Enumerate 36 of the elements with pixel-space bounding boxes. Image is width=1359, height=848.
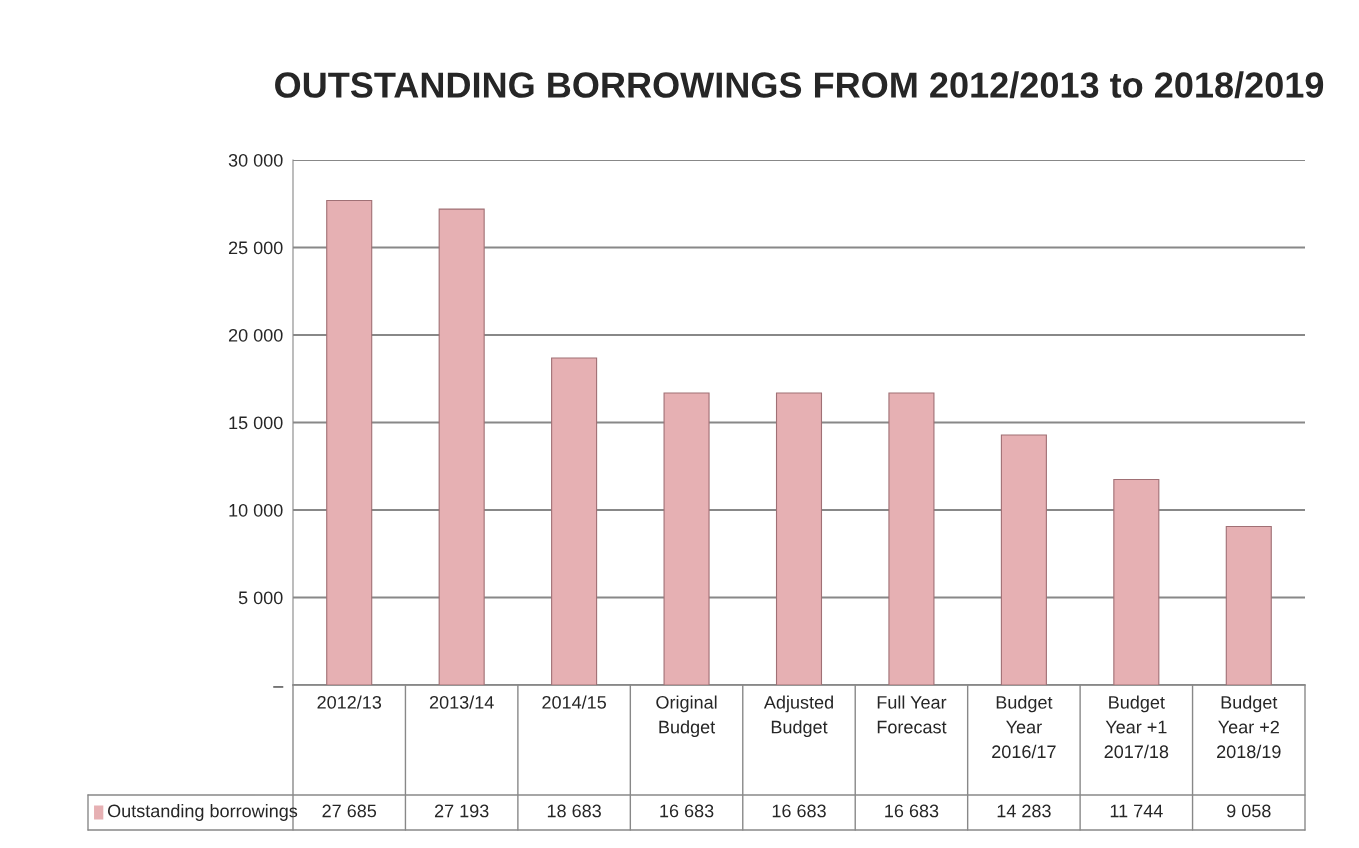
y-tick-label: 20 000 [228,328,283,342]
bar [775,392,823,685]
y-tick-label: – [273,686,284,688]
data-label: 14 283 [997,804,1051,818]
data-label: 27 193 [434,804,489,818]
x-tick-label: 2014/15 [542,695,606,709]
bar [326,199,373,685]
data-label: 16 683 [660,804,714,818]
data-label: 16 683 [772,804,826,818]
data-label: 27 685 [322,804,377,818]
y-tick-label: 5 000 [238,591,283,605]
bar [888,392,935,685]
x-tick-label: Budget Year +1 2017/18 [1104,695,1169,759]
x-tick-label: Budget Year +2 2018/19 [1217,695,1281,759]
y-tick-label: 10 000 [229,503,283,517]
data-label: 16 683 [885,804,939,818]
bar [1225,525,1272,685]
chart-title: OUTSTANDING BORROWINGS FROM 2012/2013 to 2018/2019 [275,71,1324,99]
bar [438,208,485,685]
data-label: 9 058 [1227,804,1271,818]
y-tick-label: 30 000 [228,153,283,167]
x-tick-label: 2012/13 [317,695,382,709]
legend-label: Outstanding borrowings [107,804,298,821]
data-label: 11 744 [1110,804,1163,818]
y-tick-label: 15 000 [229,416,283,430]
bar [551,357,598,685]
x-tick-label: 2013/14 [429,695,494,709]
y-tick-label: 25 000 [228,241,283,255]
bar [663,392,710,685]
bar [1000,434,1047,685]
data-label: 18 683 [547,804,601,818]
x-tick-label: Adjusted Budget [763,695,833,738]
bar [1113,478,1160,685]
x-tick-label: Budget Year 2016/17 [992,695,1056,759]
x-tick-label: Full Year Forecast [877,695,947,734]
x-tick-label: Original Budget [656,695,717,738]
